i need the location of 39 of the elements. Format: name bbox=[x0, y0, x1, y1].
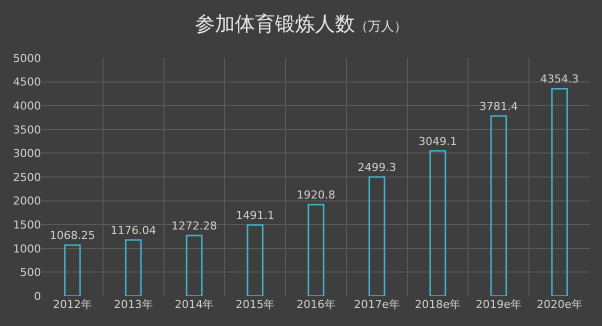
y-tick-label: 4000 bbox=[13, 99, 41, 112]
x-tick-label: 2020e年 bbox=[536, 298, 582, 311]
y-tick-label: 2500 bbox=[13, 170, 41, 184]
data-label: 2499.3 bbox=[358, 161, 396, 174]
x-tick-label: 2018e年 bbox=[414, 298, 461, 311]
x-tick-label: 2019e年 bbox=[476, 298, 522, 311]
x-tick-label: 2014年 bbox=[174, 298, 214, 311]
bar bbox=[308, 204, 324, 296]
x-tick-label: 2016年 bbox=[296, 298, 336, 311]
data-label: 1272.28 bbox=[171, 219, 217, 232]
data-label: 3049.1 bbox=[418, 134, 458, 148]
bar bbox=[64, 244, 81, 296]
bar bbox=[124, 239, 142, 296]
y-tick-label: 3500 bbox=[13, 123, 41, 136]
y-tick-label: 0 bbox=[34, 290, 41, 303]
x-tick-label: 2012年 bbox=[52, 298, 92, 311]
x-tick-label: 2015年 bbox=[236, 298, 275, 311]
x-tick-label: 2017e年 bbox=[354, 298, 400, 311]
bar bbox=[429, 150, 446, 296]
bar bbox=[368, 176, 386, 296]
y-tick-label: 1000 bbox=[13, 242, 41, 256]
data-label: 4354.3 bbox=[540, 72, 579, 86]
chart-subtitle: （万人） bbox=[355, 19, 407, 34]
bar bbox=[490, 115, 508, 296]
data-label: 1176.04 bbox=[110, 224, 156, 238]
y-tick-label: 500 bbox=[20, 266, 41, 280]
data-label: 1068.25 bbox=[50, 229, 96, 242]
data-label: 3781.4 bbox=[479, 100, 518, 114]
y-tick-label: 1500 bbox=[13, 218, 41, 232]
y-tick-label: 3000 bbox=[13, 147, 41, 160]
bar bbox=[551, 88, 568, 296]
y-tick-label: 4500 bbox=[13, 76, 41, 89]
bar bbox=[186, 234, 203, 296]
data-label: 1920.8 bbox=[296, 188, 336, 202]
data-label: 1491.1 bbox=[236, 209, 274, 222]
bar bbox=[246, 224, 264, 296]
y-tick-label: 5000 bbox=[13, 52, 41, 65]
y-tick-label: 2000 bbox=[13, 194, 41, 208]
x-tick-label: 2013年 bbox=[114, 298, 153, 311]
